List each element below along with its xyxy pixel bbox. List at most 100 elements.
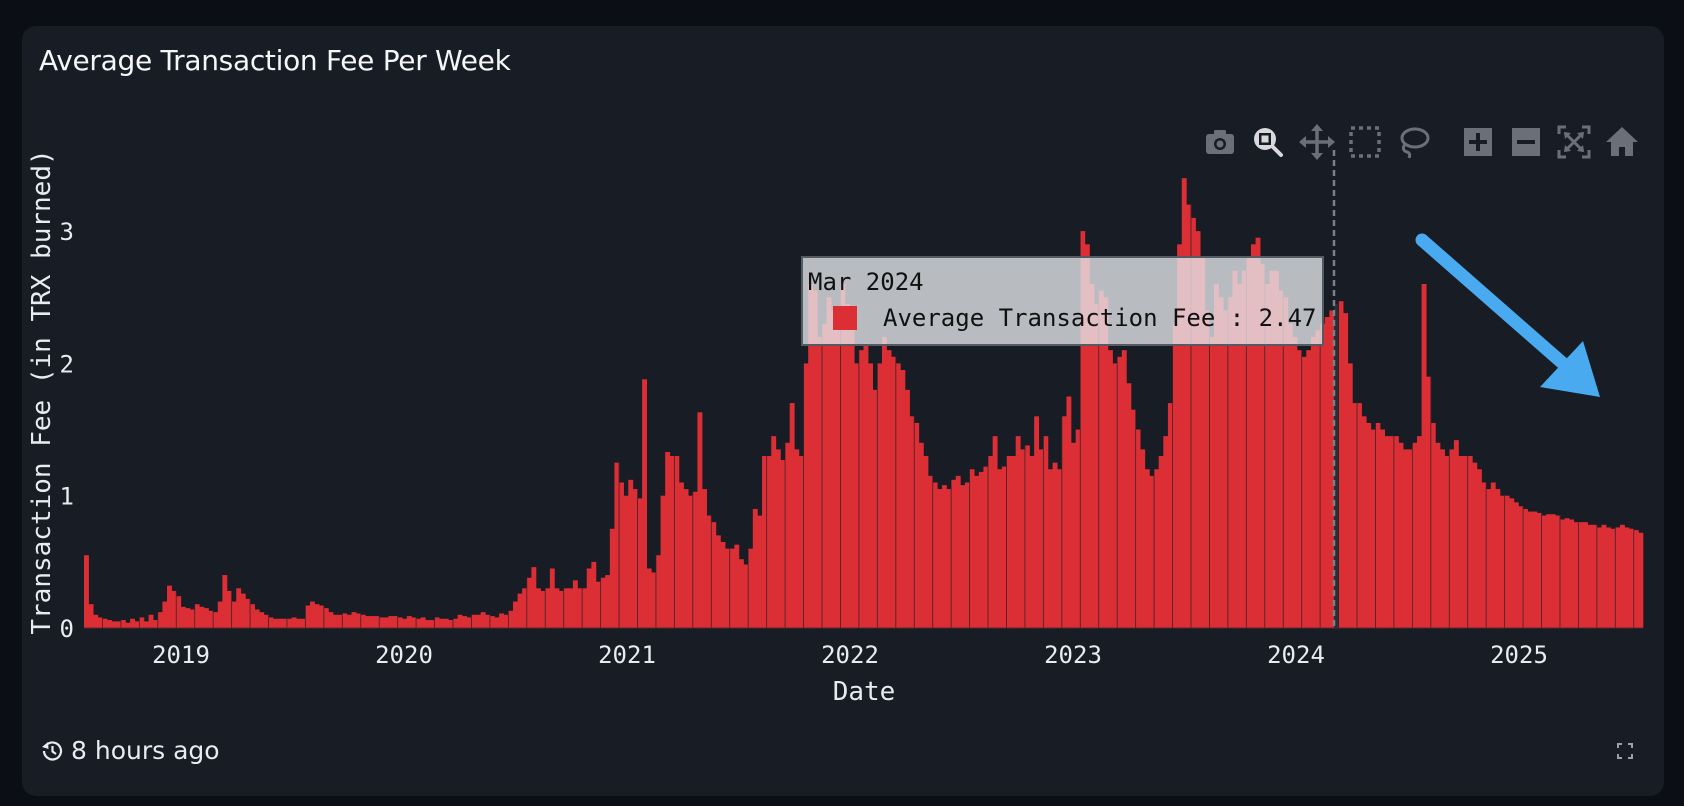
bar[interactable] [614,462,620,629]
bar[interactable] [1011,456,1017,628]
bar[interactable] [194,604,200,628]
bar[interactable] [139,617,145,628]
bar[interactable] [180,606,186,628]
bar[interactable] [402,618,408,628]
bar[interactable] [1020,449,1026,628]
bar[interactable] [333,614,338,628]
bar[interactable] [831,310,837,628]
bar[interactable] [983,466,989,628]
bar-series[interactable] [84,150,1644,629]
bar[interactable] [679,482,684,628]
bar[interactable] [669,456,675,628]
bar[interactable] [1038,449,1044,628]
bar[interactable] [1587,524,1593,628]
bar[interactable] [729,548,735,628]
bar[interactable] [1232,270,1238,628]
bar[interactable] [1237,284,1243,628]
bar[interactable] [199,606,205,628]
bar[interactable] [268,617,274,628]
bar[interactable] [1024,445,1030,628]
bar[interactable] [545,588,551,628]
bar[interactable] [858,350,864,628]
bar[interactable] [1255,237,1261,628]
bar[interactable] [582,588,588,628]
bar[interactable] [411,617,417,628]
bar[interactable] [1624,527,1630,628]
bar[interactable] [536,588,541,628]
bar[interactable] [1283,297,1289,628]
bar[interactable] [125,622,131,628]
bar[interactable] [273,618,279,628]
bar[interactable] [766,456,772,628]
bar[interactable] [877,363,883,628]
bar[interactable] [383,617,389,628]
bar[interactable] [1209,336,1215,628]
bar[interactable] [356,613,362,628]
bar[interactable] [1135,429,1141,628]
bar[interactable] [1107,350,1113,628]
bar[interactable] [296,618,302,628]
bar[interactable] [130,618,136,628]
bar[interactable] [282,618,288,628]
bar[interactable] [1573,522,1579,628]
bar[interactable] [835,317,841,628]
bar[interactable] [406,616,412,628]
bar[interactable] [1389,436,1395,628]
bar[interactable] [692,491,698,628]
bar[interactable] [1458,456,1464,628]
bar[interactable] [286,618,292,628]
zoom-in-icon[interactable] [1458,122,1498,162]
bar[interactable] [619,482,624,628]
home-icon[interactable] [1602,122,1642,162]
bar[interactable] [1306,350,1312,628]
bar[interactable] [881,336,887,628]
bar[interactable] [780,459,786,628]
bar[interactable] [494,617,500,628]
bar[interactable] [826,297,832,628]
bar[interactable] [531,567,537,628]
bar[interactable] [918,442,924,628]
bar[interactable] [688,495,694,628]
bar[interactable] [1186,204,1192,628]
bar[interactable] [222,575,228,628]
bar[interactable] [697,412,703,628]
bar[interactable] [1287,323,1293,628]
bar[interactable] [840,284,846,628]
bar[interactable] [1606,527,1612,628]
bar[interactable] [1121,350,1127,628]
bar[interactable] [1435,442,1441,628]
bar[interactable] [642,379,648,628]
bar[interactable] [821,323,827,628]
bar[interactable] [1398,442,1404,628]
bar[interactable] [1324,317,1330,628]
zoom-out-icon[interactable] [1506,122,1546,162]
bar[interactable] [1061,416,1067,628]
bar[interactable] [868,363,874,628]
bar[interactable] [886,350,892,628]
bar[interactable] [1490,482,1496,628]
bar[interactable] [572,580,578,628]
bar[interactable] [1476,469,1482,628]
bar[interactable] [1089,284,1095,628]
bar[interactable] [1181,178,1187,628]
bar[interactable] [314,604,320,628]
bar[interactable] [1246,257,1252,628]
bar[interactable] [319,605,325,628]
bar[interactable] [1546,514,1552,628]
bar[interactable] [1301,356,1307,628]
bar[interactable] [1527,511,1533,628]
bar[interactable] [964,482,970,628]
bar[interactable] [102,618,108,628]
bar[interactable] [452,618,458,628]
bar[interactable] [1380,429,1385,628]
bar[interactable] [946,489,952,628]
bar[interactable] [568,588,574,628]
bar[interactable] [1592,524,1598,628]
bar[interactable] [471,614,477,628]
box-select-icon[interactable] [1345,122,1385,162]
bar[interactable] [1098,290,1104,628]
bar[interactable] [1131,409,1136,628]
bar[interactable] [798,456,804,628]
bar[interactable] [167,585,172,628]
bar[interactable] [655,555,661,629]
